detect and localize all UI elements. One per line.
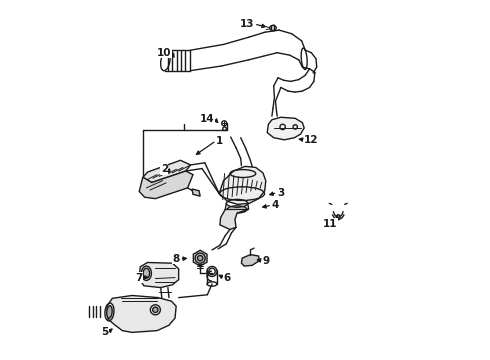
Polygon shape bbox=[242, 255, 259, 266]
Text: 10: 10 bbox=[157, 48, 172, 58]
Polygon shape bbox=[107, 296, 176, 332]
Ellipse shape bbox=[197, 256, 203, 261]
Ellipse shape bbox=[153, 307, 158, 312]
Text: 7: 7 bbox=[135, 273, 143, 283]
Polygon shape bbox=[143, 160, 191, 183]
Text: 1: 1 bbox=[216, 136, 223, 145]
Polygon shape bbox=[139, 262, 179, 288]
Ellipse shape bbox=[107, 306, 112, 318]
Polygon shape bbox=[267, 117, 304, 140]
Text: 4: 4 bbox=[272, 200, 279, 210]
Polygon shape bbox=[192, 189, 200, 196]
Text: 14: 14 bbox=[200, 114, 215, 124]
Text: 5: 5 bbox=[101, 327, 108, 337]
Text: 2: 2 bbox=[161, 164, 168, 174]
Ellipse shape bbox=[143, 268, 149, 278]
Text: 11: 11 bbox=[323, 219, 338, 229]
Polygon shape bbox=[194, 250, 207, 266]
Text: 8: 8 bbox=[172, 254, 180, 264]
Text: 3: 3 bbox=[277, 188, 285, 198]
Text: 6: 6 bbox=[223, 273, 231, 283]
Polygon shape bbox=[139, 171, 193, 199]
Text: 13: 13 bbox=[240, 19, 254, 29]
Text: 9: 9 bbox=[262, 256, 270, 266]
Polygon shape bbox=[220, 210, 248, 229]
Polygon shape bbox=[271, 25, 274, 31]
Text: 12: 12 bbox=[304, 135, 319, 145]
Ellipse shape bbox=[337, 215, 340, 219]
Polygon shape bbox=[219, 166, 266, 204]
